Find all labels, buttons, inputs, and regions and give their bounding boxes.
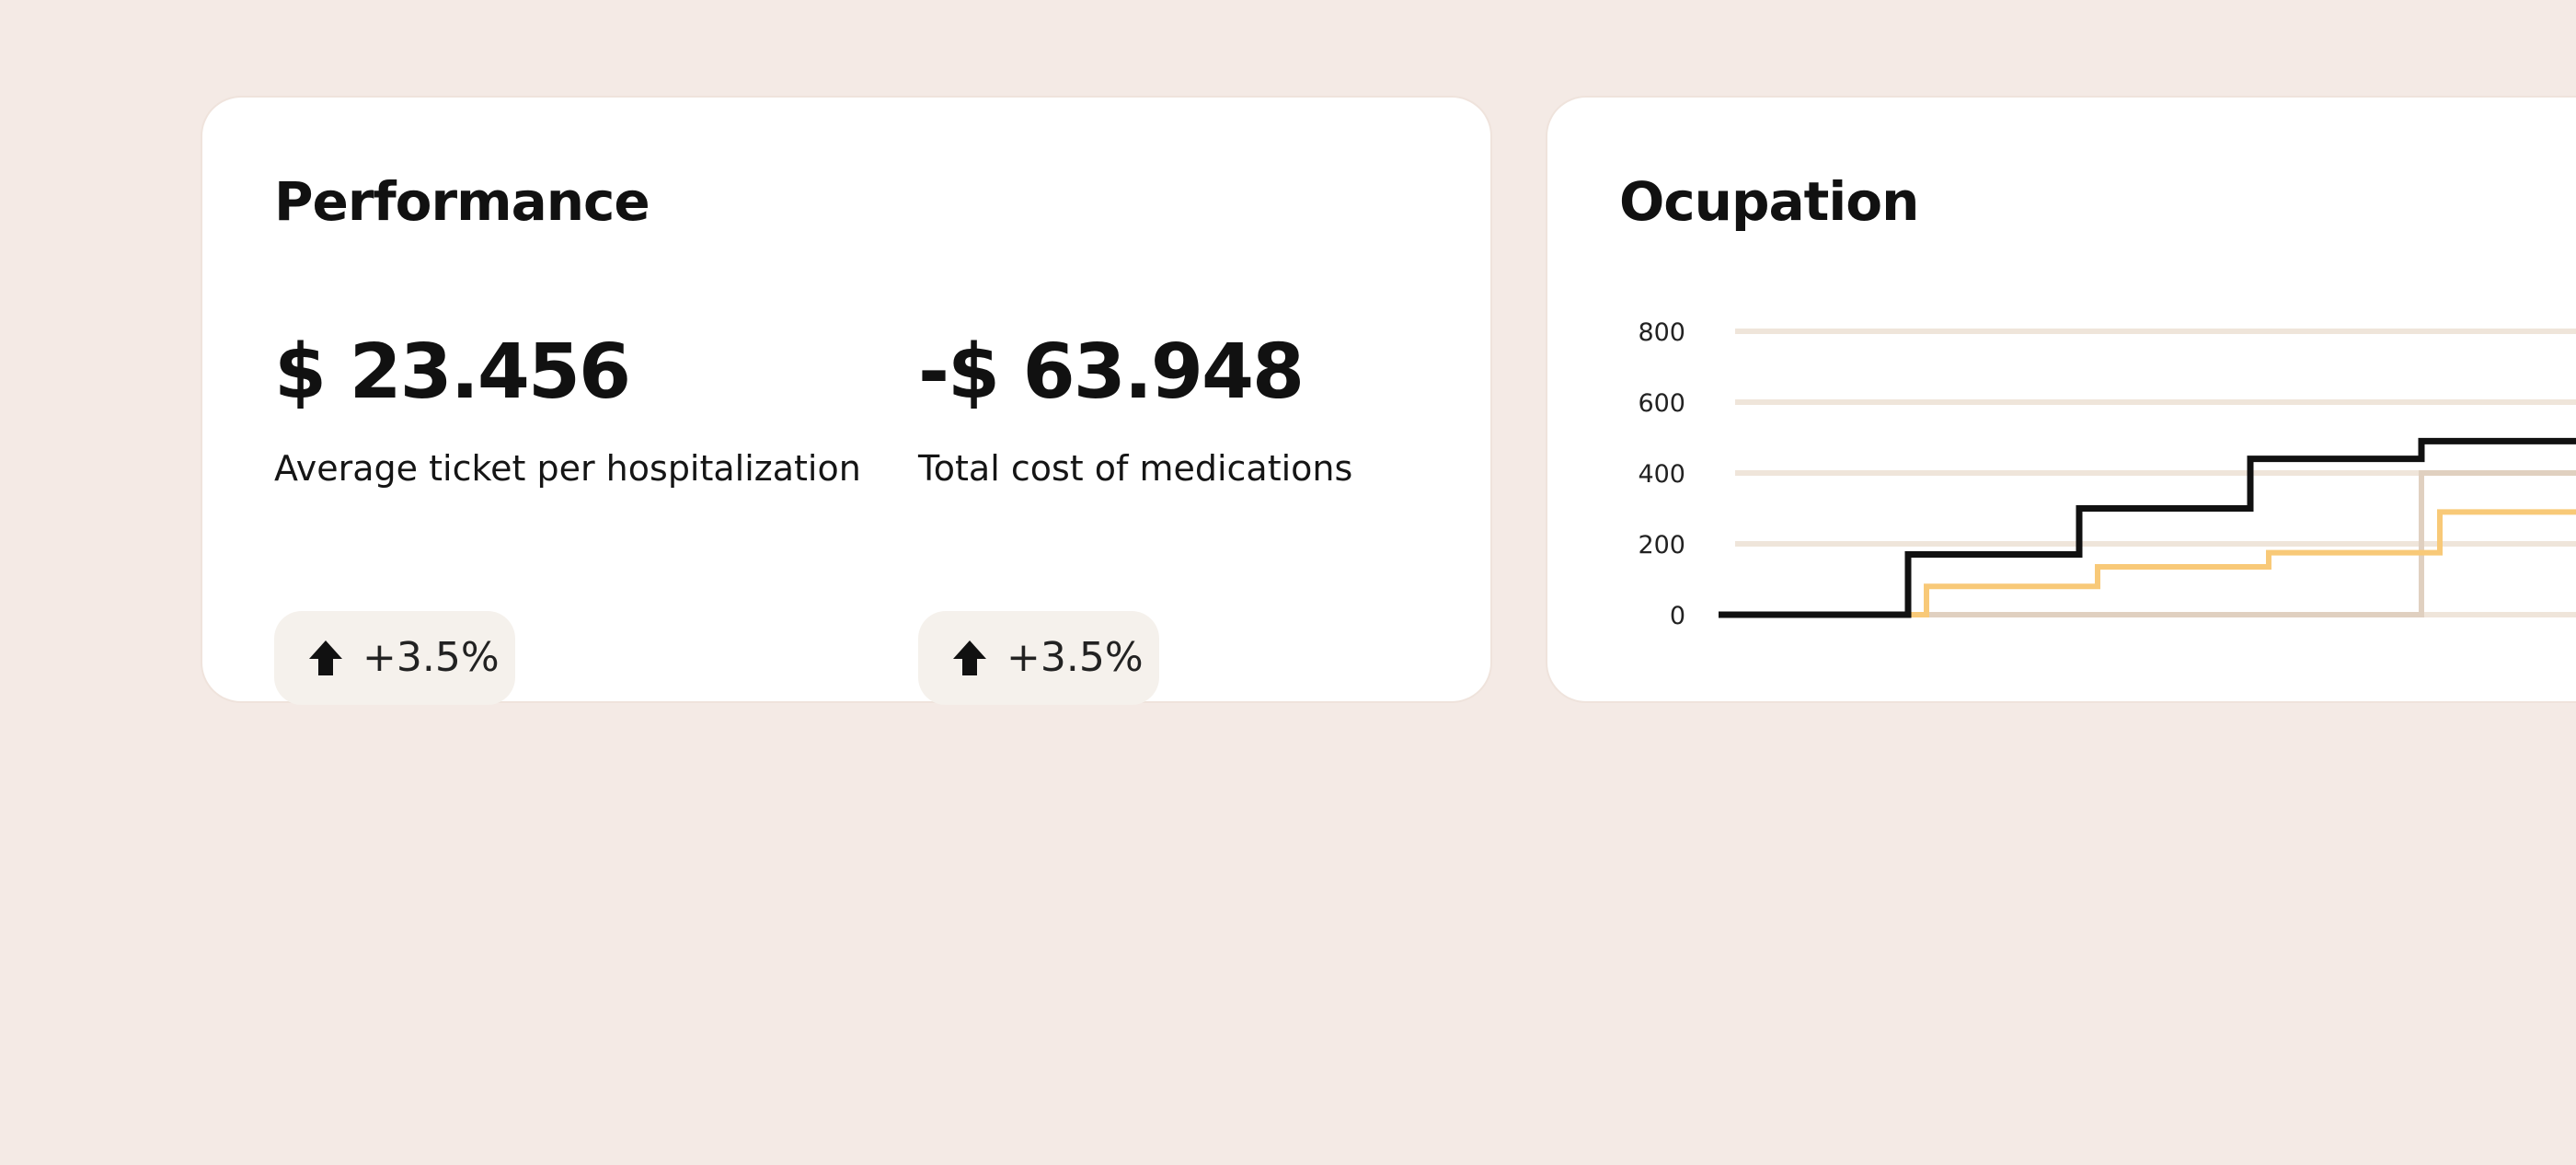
occupation-title: Ocupation [1619,170,1919,233]
arrow-up-icon [309,640,342,675]
metric-value: $ 23.456 [274,329,631,416]
y-tick-label: 0 [1670,602,1685,630]
change-badge: +3.5% [918,611,1159,705]
y-tick-label: 200 [1638,531,1685,559]
metric-average-ticket: $ 23.456 Average ticket per hospitalizat… [274,329,861,705]
y-tick-label: 600 [1638,389,1685,418]
metric-medication-cost: -$ 63.948 Total cost of medications +3.5… [918,329,1353,705]
series-line-0 [1719,437,2576,618]
arrow-up-icon [953,640,986,675]
performance-card: Performance $ 23.456 Average ticket per … [201,96,1492,705]
performance-title: Performance [274,170,650,233]
change-value: +3.5% [1006,634,1144,681]
metric-label: Total cost of medications [918,448,1353,489]
change-badge: +3.5% [274,611,515,705]
metric-label: Average ticket per hospitalization [274,448,861,489]
occupation-chart: 0 200 400 600 800 [1638,318,2576,630]
y-tick-label: 400 [1638,460,1685,489]
occupation-card: Ocupation 0 200 400 600 800 [1546,96,2576,703]
metric-value: -$ 63.948 [918,329,1305,416]
series-line-1 [1719,509,2576,617]
change-value: +3.5% [362,634,500,681]
y-tick-label: 800 [1638,318,1685,347]
